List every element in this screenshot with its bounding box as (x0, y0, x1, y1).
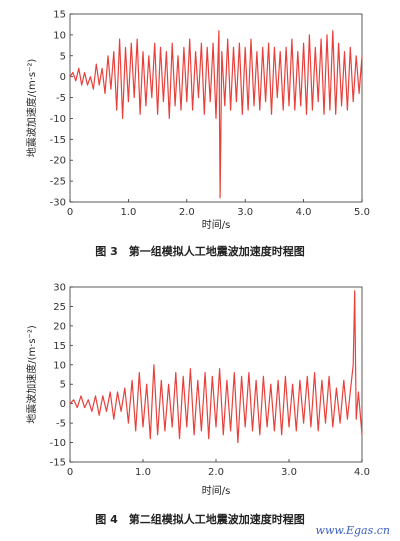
chart-2-ytick-label: 25 (53, 302, 66, 313)
chart-1-xtick-label: 2.0 (179, 207, 195, 218)
chart-2-y-axis-label: 地震波加速度/(m·s⁻²) (25, 325, 38, 424)
chart-1-ytick-label: 15 (53, 10, 66, 21)
chart-1-xtick-label: 1.0 (120, 207, 136, 218)
chart-1-ytick-label: -10 (50, 114, 66, 125)
chart-1-series-line (69, 30, 363, 199)
chart-1-ytick-label: -15 (50, 135, 66, 146)
chart-1-ytick-label: 0 (60, 72, 66, 83)
chart-2-x-axis-label: 时间/s (202, 484, 231, 497)
chart-1-ytick-label: -30 (50, 198, 66, 209)
chart-2-series-line (69, 290, 363, 444)
watermark: www.Egas.cn (315, 524, 390, 537)
chart-2-ytick-label: 5 (60, 380, 66, 391)
chart-1-ytick-label: -25 (50, 177, 66, 188)
chart-2-xtick-label: 4.0 (354, 467, 370, 478)
chart-1-xtick-label: 5.0 (354, 207, 370, 218)
chart-2-ytick-label: 0 (60, 399, 66, 410)
chart-2-xtick-label: 2.0 (208, 467, 224, 478)
chart-1-xtick-label: 0 (67, 207, 73, 218)
chart-2-ytick-label: -5 (56, 419, 66, 430)
chart-2-xtick-label: 3.0 (281, 467, 297, 478)
chart-1-ytick-label: 10 (53, 30, 66, 41)
chart-1-plot-frame (69, 13, 363, 203)
chart-2-plot-frame (69, 286, 363, 463)
chart-2-ytick-label: -15 (50, 458, 66, 469)
chart-2-ytick-label: 15 (53, 341, 66, 352)
chart-1-caption: 图 3 第一组模拟人工地震波加速度时程图 (95, 245, 305, 258)
chart-2-ytick-label: 30 (53, 283, 66, 294)
chart-1-ytick-label: -5 (56, 93, 66, 104)
chart-2-caption: 图 4 第二组模拟人工地震波加速度时程图 (95, 513, 305, 526)
chart-1-xtick-label: 3.0 (237, 207, 253, 218)
chart-2-xtick-label: 1.0 (135, 467, 151, 478)
chart-1-x-axis-label: 时间/s (202, 218, 231, 231)
chart-2-ytick-label: -10 (50, 438, 66, 449)
chart-2-ytick-label: 20 (53, 321, 66, 332)
chart-1-ytick-label: 5 (60, 51, 66, 62)
chart-1-y-axis-label: 地震波加速度/(m·s⁻²) (25, 59, 38, 158)
chart-2-xtick-label: 0 (67, 467, 73, 478)
chart-1-ytick-label: -20 (50, 156, 66, 167)
chart-2-ytick-label: 10 (53, 360, 66, 371)
chart-1-xtick-label: 4.0 (296, 207, 312, 218)
